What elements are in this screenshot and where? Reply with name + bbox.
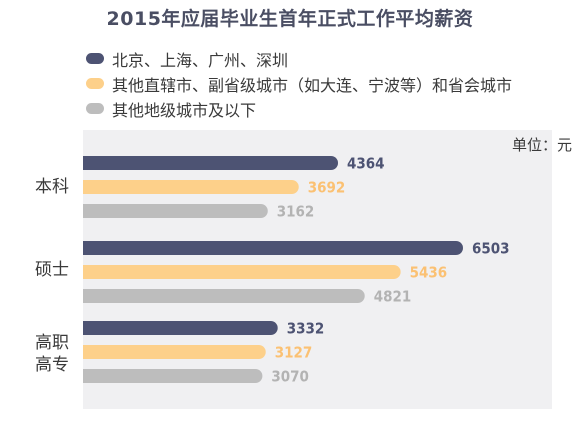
- bar-master-tier3: [83, 289, 365, 303]
- legend-item-tier3: 其他地级城市及以下: [86, 96, 512, 121]
- bar-base-bachelor-tier3: [83, 204, 97, 218]
- legend-label-tier1: 北京、上海、广州、深圳: [112, 50, 289, 70]
- bar-base-bachelor-tier1: [83, 156, 97, 170]
- value-label-bachelor-tier2: 3692: [308, 179, 346, 197]
- legend-item-tier1: 北京、上海、广州、深圳: [86, 46, 512, 71]
- bar-base-vocational-tier2: [83, 345, 97, 359]
- value-label-master-tier1: 6503: [472, 240, 510, 258]
- value-label-vocational-tier1: 3332: [287, 320, 325, 338]
- category-label-master-line1: 硕士: [35, 260, 69, 280]
- bar-base-bachelor-tier2: [83, 180, 97, 194]
- bar-master-tier1: [83, 241, 463, 255]
- category-label-bachelor: 本科: [32, 176, 72, 198]
- legend-label-tier2: 其他直辖市、副省级城市（如大连、宁波等）和省会城市: [112, 75, 513, 95]
- bar-bachelor-tier3: [83, 204, 268, 218]
- bar-base-master-tier3: [83, 289, 97, 303]
- value-label-bachelor-tier3: 3162: [277, 203, 315, 221]
- category-label-vocational-line1: 高职: [35, 333, 69, 353]
- chart-title: 2015年应届毕业生首年正式工作平均薪资: [106, 8, 474, 30]
- bar-vocational-tier1: [83, 321, 278, 335]
- value-label-vocational-tier2: 3127: [275, 344, 313, 362]
- bar-base-master-tier2: [83, 265, 97, 279]
- legend-swatch-tier3: [86, 103, 104, 114]
- value-label-bachelor-tier1: 4364: [347, 155, 385, 173]
- category-label-bachelor-line1: 本科: [35, 177, 69, 197]
- value-label-vocational-tier3: 3070: [271, 368, 309, 386]
- bar-bachelor-tier2: [83, 180, 299, 194]
- legend-label-tier3: 其他地级城市及以下: [112, 100, 257, 120]
- category-label-master: 硕士: [32, 259, 72, 281]
- legend-swatch-tier2: [86, 78, 104, 89]
- category-label-vocational-line2: 高专: [35, 355, 69, 375]
- bar-master-tier2: [83, 265, 401, 279]
- legend: 北京、上海、广州、深圳 其他直辖市、副省级城市（如大连、宁波等）和省会城市 其他…: [86, 46, 512, 121]
- bar-vocational-tier3: [83, 369, 263, 383]
- category-label-vocational: 高职 高专: [32, 332, 72, 376]
- legend-swatch-tier1: [86, 53, 104, 64]
- legend-item-tier2: 其他直辖市、副省级城市（如大连、宁波等）和省会城市: [86, 71, 512, 96]
- value-label-master-tier3: 4821: [374, 288, 412, 306]
- bar-base-master-tier1: [83, 241, 97, 255]
- bar-base-vocational-tier3: [83, 369, 97, 383]
- bar-base-vocational-tier1: [83, 321, 97, 335]
- value-label-master-tier2: 5436: [410, 264, 448, 282]
- bar-bachelor-tier1: [83, 156, 339, 170]
- unit-label: 单位：元: [511, 136, 572, 154]
- bar-vocational-tier2: [83, 345, 266, 359]
